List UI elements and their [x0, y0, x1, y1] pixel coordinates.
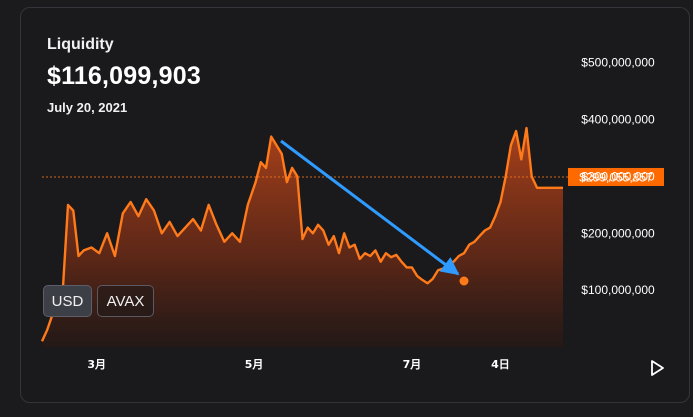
trend-arrow: [280, 139, 460, 276]
liquidity-line: [40, 126, 563, 342]
x-tick-label: 7月: [403, 358, 422, 371]
y-tick-label: $500,000,000: [581, 56, 655, 70]
chart-header: Liquidity $116,099,903 July 20, 2021: [47, 36, 201, 115]
usd-toggle-button[interactable]: USD: [43, 285, 92, 317]
play-icon[interactable]: [648, 359, 666, 377]
current-value-label: $299,055,857: [579, 170, 653, 184]
metric-value: $116,099,903: [47, 62, 201, 90]
x-tick-label: 5月: [245, 358, 264, 371]
metric-title: Liquidity: [47, 36, 114, 53]
y-tick-label: $200,000,000: [581, 226, 655, 240]
metric-date: July 20, 2021: [47, 100, 128, 115]
hover-point: [459, 276, 469, 286]
x-tick-label: 3月: [87, 358, 106, 371]
y-tick-label: $300,000,000: [581, 169, 655, 183]
current-value-badge: [568, 167, 664, 186]
y-tick-label: $100,000,000: [581, 283, 655, 297]
liquidity-area: [42, 128, 563, 347]
avax-toggle-button[interactable]: AVAX: [97, 285, 154, 317]
y-tick-label: $400,000,000: [581, 113, 655, 127]
x-tick-label: 4日: [491, 358, 510, 371]
